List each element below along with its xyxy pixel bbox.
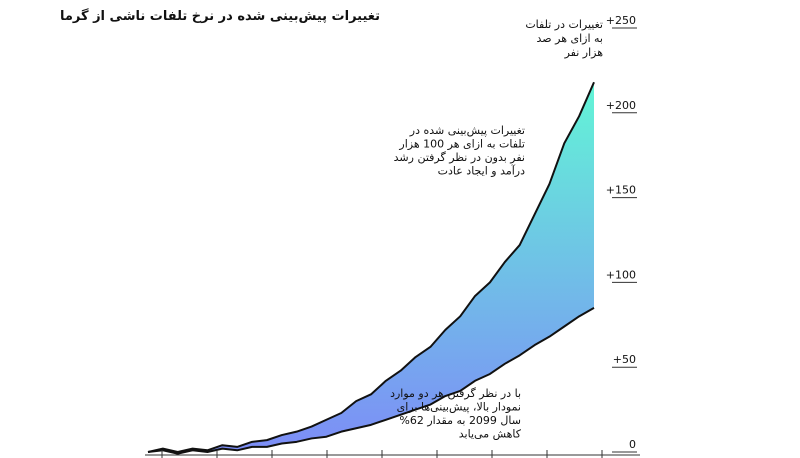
band-fill: [148, 82, 594, 454]
annotation: با در نظر گرفتن هر دو موارد: [390, 387, 521, 400]
series-line: [147, 306, 595, 455]
annotation: تغییرات پیش‌بینی شده در: [409, 124, 525, 137]
annotation: نفر بدون در نظر گرفتن رشد: [394, 151, 525, 164]
annotation: درآمد و ایجاد عادت: [438, 164, 525, 178]
y-tick-label: +100: [606, 268, 636, 281]
annotation: نمودار بالا، پیش‌بینی‌ها برای: [397, 401, 521, 414]
y-tick-label: 0: [629, 438, 636, 451]
y-axis-label: هزار نفر: [564, 46, 604, 59]
annotation: سال 2099 به مقدار 62%: [399, 414, 521, 427]
y-axis-label: به ازای هر صد: [537, 32, 603, 45]
series-line: [147, 81, 595, 453]
y-tick-label: +50: [613, 353, 636, 366]
y-axis-label: تغییرات در تلفات: [525, 18, 603, 31]
annotation: کاهش می‌یابد: [459, 428, 522, 441]
annotation: تلفات به ازای هر 100 هزار: [398, 138, 525, 151]
y-tick-label: +250: [606, 14, 636, 27]
y-tick-label: +200: [606, 99, 636, 112]
y-tick-label: +150: [606, 184, 636, 197]
chart-title: تغییرات پیش‌بینی شده در نرخ تلفات ناشی ا…: [60, 8, 380, 24]
